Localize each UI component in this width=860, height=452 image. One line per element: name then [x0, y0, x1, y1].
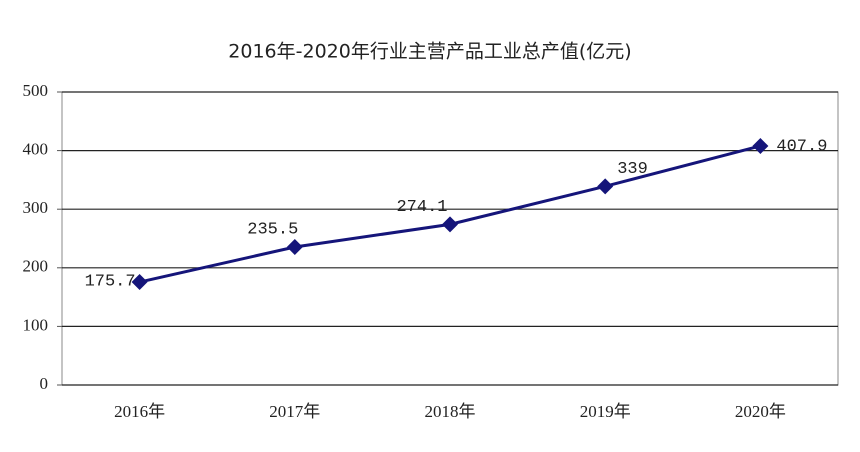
y-tick-label: 300: [23, 198, 49, 217]
data-point: [286, 238, 303, 255]
data-point: [752, 137, 769, 154]
y-tick-label: 400: [23, 140, 49, 159]
data-label: 407.9: [776, 137, 827, 156]
chart-title: 2016年-2020年行业主营产品工业总产值(亿元): [228, 41, 631, 63]
x-tick-label: 2019年: [580, 402, 631, 421]
y-tick-label: 0: [40, 374, 49, 393]
plot-frame: [61, 91, 839, 386]
data-label: 235.5: [247, 220, 298, 239]
y-tick-label: 200: [23, 257, 49, 276]
data-point: [442, 216, 458, 233]
data-label: 339: [617, 160, 648, 179]
data-label: 175.7: [85, 273, 136, 292]
x-tick-label: 2018年: [425, 402, 476, 421]
data-point: [131, 274, 148, 291]
y-tick-label: 500: [23, 81, 49, 100]
data-label: 274.1: [396, 198, 447, 217]
data-point: [597, 178, 614, 195]
data-line: [139, 144, 761, 284]
x-tick-label: 2020年: [735, 402, 786, 421]
x-tick-label: 2016年: [114, 402, 165, 421]
x-tick-label: 2017年: [269, 402, 320, 421]
y-tick-label: 100: [23, 315, 49, 334]
